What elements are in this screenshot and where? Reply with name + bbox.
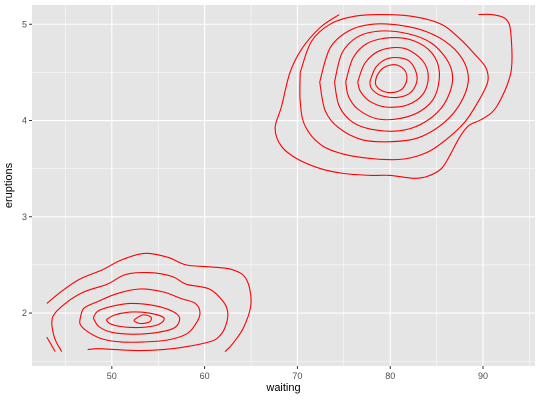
contour-line (274, 13, 513, 179)
contour-line (299, 14, 489, 161)
x-tick-label: 70 (292, 371, 302, 381)
contour-line (319, 23, 469, 143)
grid-major (32, 5, 535, 366)
y-tick-label: 2 (22, 308, 27, 318)
contour-line (51, 271, 229, 352)
contour-line (357, 46, 429, 108)
y-tick-label: 5 (22, 19, 27, 29)
contour-line (46, 336, 56, 352)
contour-line (369, 56, 418, 99)
x-tick-label: 50 (107, 371, 117, 381)
contour-line (105, 311, 165, 329)
contour-line (345, 37, 441, 121)
contour-line (133, 314, 152, 325)
y-tick-label: 3 (22, 212, 27, 222)
x-axis-title: waiting (265, 382, 300, 394)
y-axis: 2 3 4 5 (22, 19, 32, 318)
grid-minor (32, 5, 535, 366)
contour-line (92, 302, 181, 335)
contour-line (333, 30, 454, 132)
x-tick-label: 80 (385, 371, 395, 381)
density-contours (46, 13, 513, 352)
y-tick-label: 4 (22, 116, 27, 126)
plot-panel (32, 5, 535, 366)
y-axis-title: eruptions (3, 162, 15, 208)
contour-line (46, 252, 252, 352)
contour-line (79, 288, 201, 343)
x-tick-label: 60 (200, 371, 210, 381)
contour-line (374, 64, 408, 94)
x-axis: 50 60 70 80 90 (107, 366, 488, 381)
x-tick-label: 90 (478, 371, 488, 381)
